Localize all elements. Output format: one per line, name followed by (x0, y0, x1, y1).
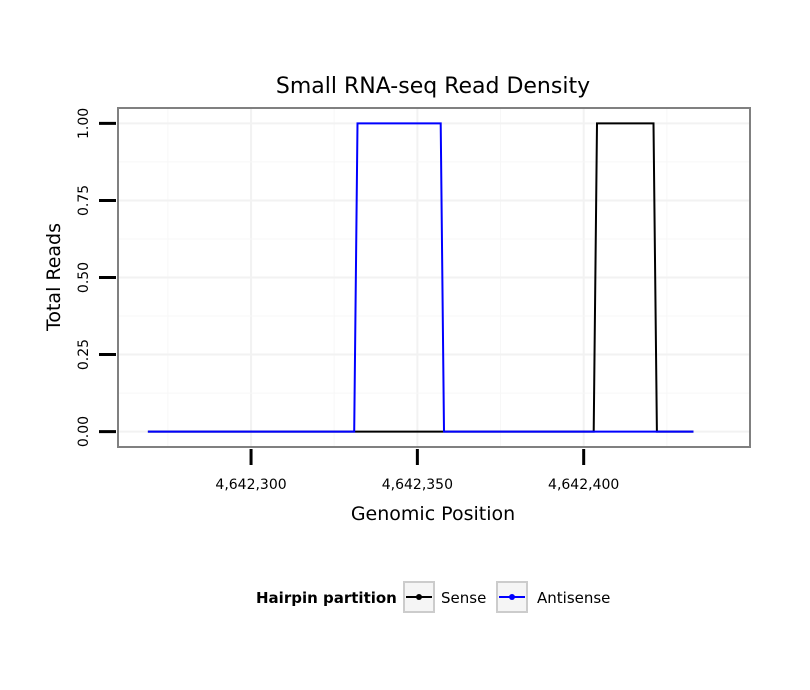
y-tick-label-0: 0.00 (76, 416, 92, 447)
x-tick-label-0: 4,642,300 (215, 477, 286, 493)
legend-item-sense: Sense (403, 581, 486, 613)
y-axis: 0.00 0.25 0.50 0.75 1.00 (76, 108, 116, 447)
x-axis: 4,642,300 4,642,350 4,642,400 (215, 449, 619, 493)
x-tick-label-1: 4,642,350 (382, 477, 453, 493)
y-axis-title: Total Reads (43, 223, 65, 332)
legend-key-antisense-dot (509, 594, 515, 600)
x-axis-title: Genomic Position (351, 503, 515, 525)
plot-border (117, 107, 751, 448)
legend-item-antisense: Antisense (496, 581, 610, 613)
y-tick-label-2: 0.50 (76, 262, 92, 293)
legend-key-sense-dot (416, 594, 422, 600)
series-line-antisense (147, 122, 694, 433)
series-layer (147, 122, 694, 433)
x-tick-label-2: 4,642,400 (548, 477, 619, 493)
grid (118, 108, 750, 447)
y-tick-label-1: 0.25 (76, 339, 92, 370)
legend-label-sense: Sense (441, 589, 486, 607)
legend-label-antisense: Antisense (537, 589, 610, 607)
legend-title: Hairpin partition (256, 589, 397, 607)
y-tick-label-4: 1.00 (76, 108, 92, 139)
chart-title: Small RNA-seq Read Density (276, 74, 590, 99)
y-tick-label-3: 0.75 (76, 185, 92, 216)
legend: Hairpin partition Sense Antisense (256, 581, 610, 613)
